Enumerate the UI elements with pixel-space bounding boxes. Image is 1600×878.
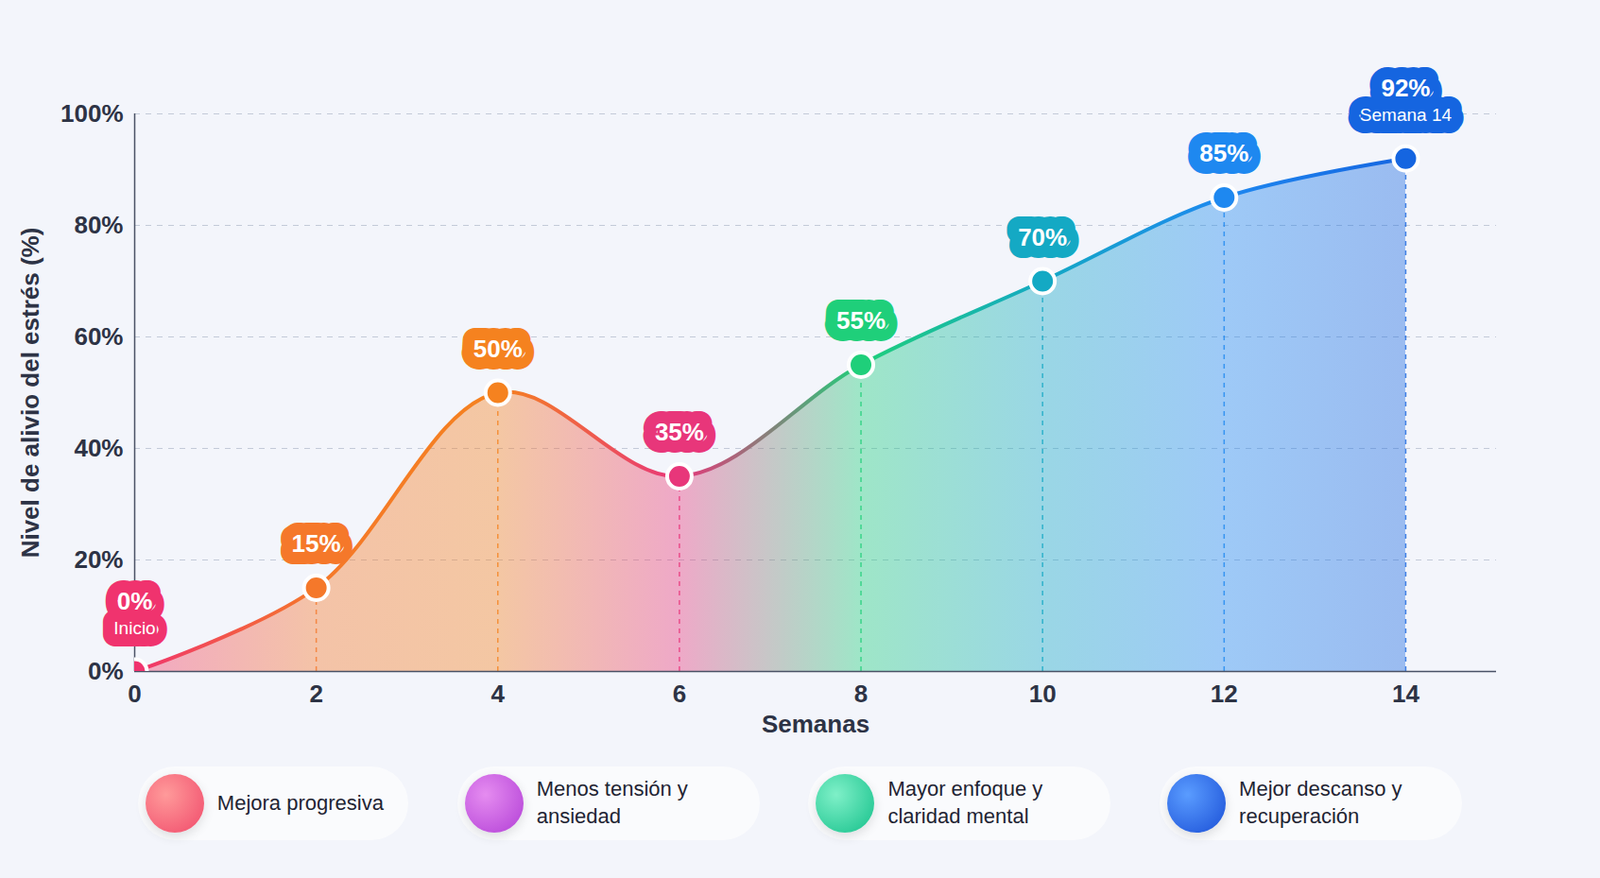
- svg-text:35%: 35%: [654, 417, 705, 447]
- svg-text:70%: 70%: [1017, 223, 1067, 252]
- svg-text:0%: 0%: [87, 656, 124, 686]
- svg-text:12: 12: [1210, 679, 1239, 708]
- svg-text:20%: 20%: [73, 545, 123, 574]
- svg-text:Semanas: Semanas: [761, 709, 870, 739]
- svg-text:100%: 100%: [60, 99, 124, 128]
- svg-text:0%: 0%: [117, 586, 154, 616]
- svg-text:15%: 15%: [292, 529, 342, 558]
- svg-text:10: 10: [1029, 679, 1057, 708]
- svg-text:Nivel de alivio del estrés (%): Nivel de alivio del estrés (%): [16, 227, 45, 559]
- svg-text:0: 0: [127, 679, 141, 708]
- svg-text:55%: 55%: [836, 306, 886, 335]
- svg-text:2: 2: [309, 679, 323, 708]
- html-text:Mayor enfoque y claridad menta: Mayor enfoque y claridad mental: [887, 777, 1043, 828]
- svg-text:50%: 50%: [473, 334, 523, 363]
- svg-text:Inicio: Inicio: [113, 618, 155, 638]
- svg-text:92%: 92%: [1380, 73, 1430, 103]
- svg-text:80%: 80%: [73, 210, 123, 240]
- html-text:Menos tensión y ansiedad: Menos tensión y ansiedad: [536, 777, 688, 828]
- svg-text:60%: 60%: [73, 322, 123, 351]
- svg-text:4: 4: [491, 679, 506, 708]
- svg-text:85%: 85%: [1199, 138, 1249, 168]
- svg-text:Semana 14: Semana 14: [1359, 104, 1453, 125]
- html-text:Mejora progresiva: Mejora progresiva: [217, 790, 384, 815]
- svg-text:8: 8: [854, 679, 868, 708]
- svg-text:14: 14: [1392, 679, 1420, 708]
- html-text:Mejor descanso y recuperación: Mejor descanso y recuperación: [1239, 777, 1403, 828]
- svg-text:40%: 40%: [73, 433, 123, 463]
- svg-text:6: 6: [672, 679, 687, 708]
